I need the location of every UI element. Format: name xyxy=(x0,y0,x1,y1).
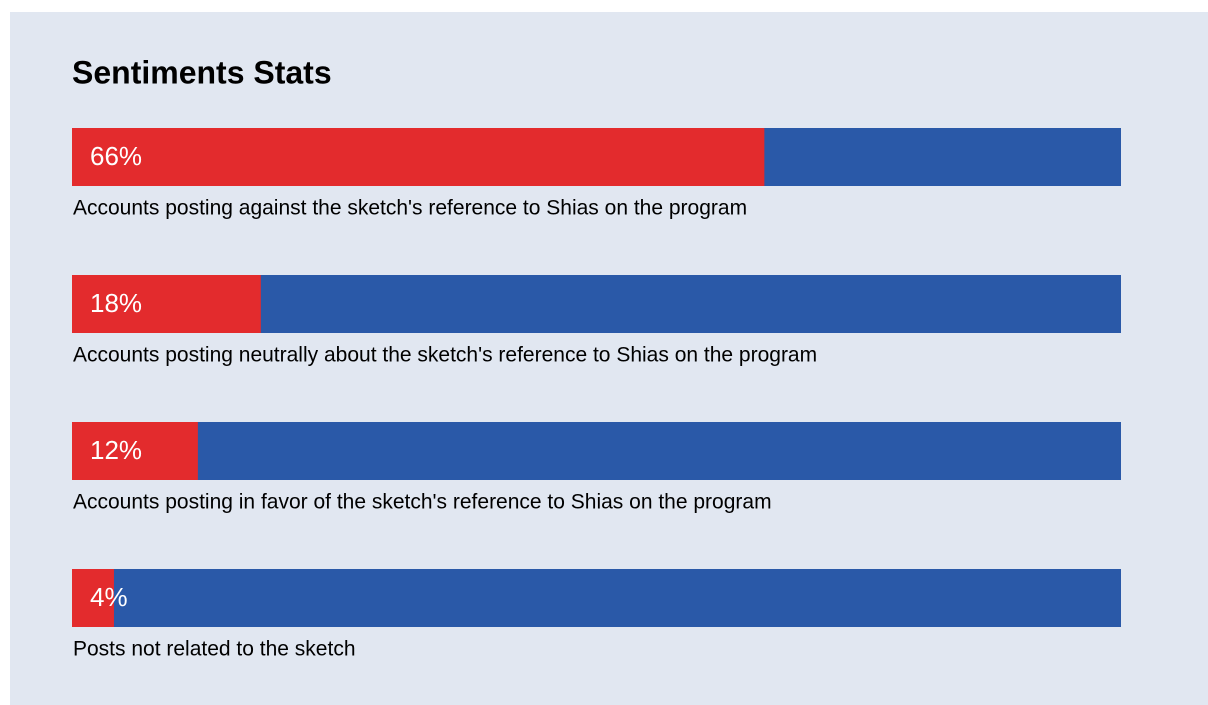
bar xyxy=(72,275,261,333)
category-label: Posts not related to the sketch xyxy=(73,638,356,661)
bar xyxy=(72,422,198,480)
bar-track xyxy=(72,422,1121,480)
bar xyxy=(72,128,765,186)
value-label: 12% xyxy=(90,435,142,465)
chart-title: Sentiments Stats xyxy=(72,54,332,90)
category-label: Accounts posting against the sketch's re… xyxy=(73,197,747,220)
value-label: 66% xyxy=(90,141,142,171)
category-label: Accounts posting in favor of the sketch'… xyxy=(73,491,772,514)
value-label: 18% xyxy=(90,288,142,318)
value-label: 4% xyxy=(90,582,128,612)
bar-track xyxy=(72,569,1121,627)
category-label: Accounts posting neutrally about the ske… xyxy=(73,344,817,367)
bar xyxy=(72,569,114,627)
